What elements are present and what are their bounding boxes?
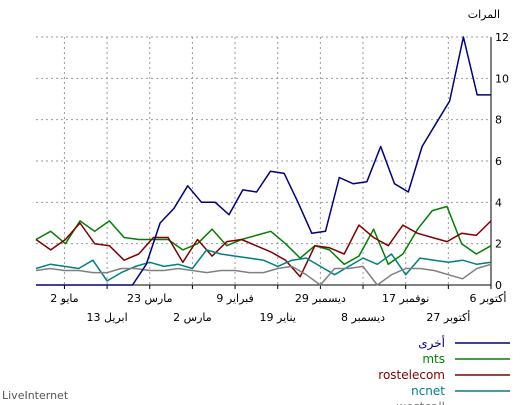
chart-series [35, 36, 492, 286]
x-tick-label: 2 مايو [50, 292, 79, 305]
x-tick-label: 2 مارس [173, 311, 212, 324]
x-tick-label: 6 أكتوبر [470, 291, 507, 305]
legend-label: أخرى [418, 335, 445, 351]
y-tick-label: 10 [495, 72, 509, 85]
y-tick-label: 12 [495, 31, 509, 44]
series-line-2 [35, 220, 492, 278]
series-line-1 [35, 205, 492, 266]
liveinternet-credit: LiveInternet [2, 389, 69, 402]
x-tick-label: 17 نوفمبر [382, 292, 429, 305]
x-tick-label: 23 مارس [127, 292, 173, 305]
y-tick-label: 0 [495, 279, 502, 292]
x-tick-label: 27 أكتوبر [426, 310, 470, 324]
y-axis-unit-label: المرات [468, 8, 500, 21]
series-line-0 [36, 36, 491, 286]
x-tick-label: 9 فبراير [216, 292, 253, 305]
y-tick-label: 4 [495, 196, 502, 209]
chart-grid [36, 36, 492, 285]
legend-label: rostelecom [378, 368, 445, 382]
legend-label: ncnet [411, 384, 445, 398]
y-tick-label: 8 [495, 114, 502, 127]
series-line-4 [35, 263, 492, 286]
x-tick-label: 13 ابريل [87, 311, 128, 324]
legend-label: mts [422, 352, 445, 366]
x-tick-label: 29 ديسمبر [295, 292, 346, 305]
series-line-3 [35, 249, 492, 282]
legend-label: westcall [396, 400, 445, 405]
x-tick-label: 8 ديسمبر [341, 311, 385, 324]
y-tick-label: 2 [495, 238, 502, 251]
y-tick-label: 6 [495, 155, 502, 168]
x-tick-label: 19 يناير [260, 311, 296, 324]
